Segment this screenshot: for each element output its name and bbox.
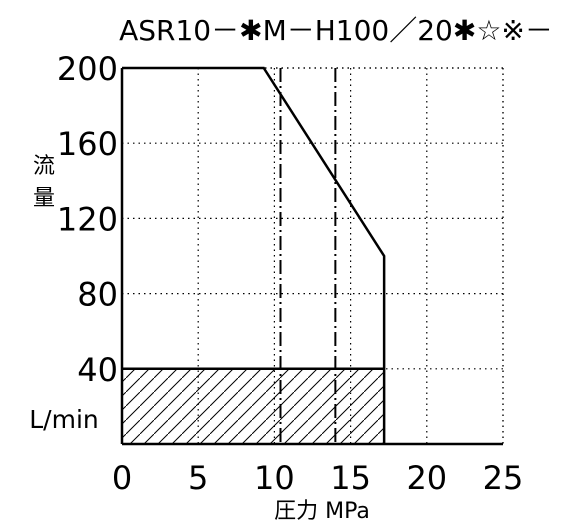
x-tick-label-20: 20: [406, 459, 447, 497]
x-tick-label-0: 0: [112, 459, 132, 497]
chart-title: ASR10－✱M－H100／20✱☆※－: [119, 14, 553, 47]
x-tick-label-10: 10: [254, 459, 295, 497]
y-tick-label-40: 40: [77, 351, 118, 389]
reference-lines: [279, 68, 337, 444]
x-axis-label: 圧力 MPa: [274, 499, 370, 524]
series-line: [122, 66, 386, 444]
axes: [120, 67, 504, 446]
hatched-region: [122, 368, 385, 444]
y-tick-label-80: 80: [77, 276, 118, 314]
ylabel-char-2: 量: [33, 186, 55, 211]
y-tick-label-120: 120: [57, 200, 118, 238]
x-tick-label-15: 15: [330, 459, 371, 497]
x-tick-label-25: 25: [483, 459, 524, 497]
y-unit-label: L/min: [29, 405, 99, 434]
y-tick-label-200: 200: [57, 50, 118, 88]
x-tick-labels: 0 5 10 15 20 25: [112, 459, 524, 497]
ylabel-char-1: 流: [33, 154, 55, 179]
y-tick-labels: 40 80 120 160 200: [57, 50, 118, 389]
x-tick-label-5: 5: [188, 459, 208, 497]
y-tick-label-160: 160: [57, 125, 118, 163]
